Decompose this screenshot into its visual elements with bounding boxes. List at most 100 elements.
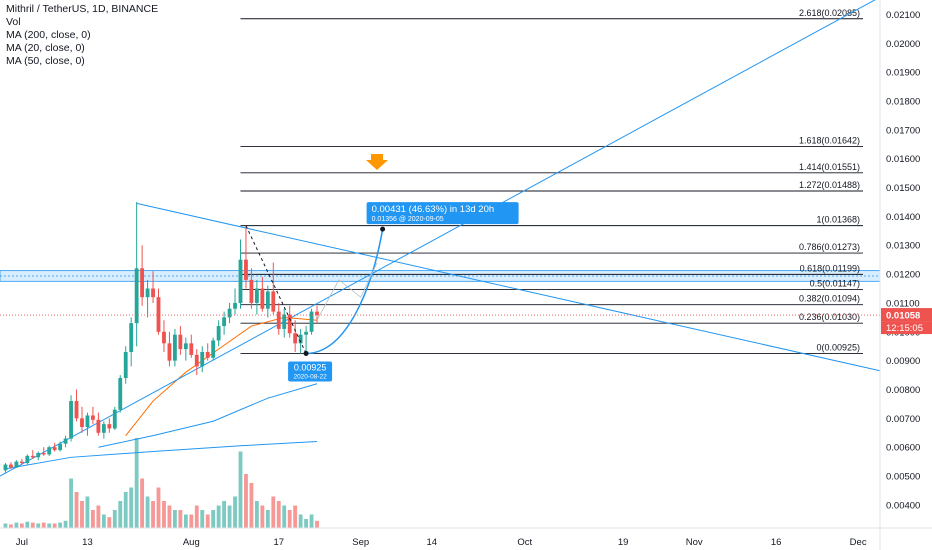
candlesticks — [3, 201, 319, 473]
fibonacci-levels[interactable]: 2.618(0.02085) 1.618(0.01642) 1.414(0.0155… — [240, 8, 863, 354]
candle-body — [183, 343, 188, 350]
fib-level-label: 0.236(0.01030) — [799, 312, 860, 322]
ma50-line — [98, 383, 318, 448]
candle-body — [260, 288, 265, 309]
candle-body — [194, 354, 199, 367]
volume-bars — [3, 438, 319, 528]
volume-bar — [14, 522, 19, 528]
volume-bar — [118, 501, 123, 528]
down-arrow-icon — [366, 154, 388, 170]
volume-bar — [167, 505, 172, 528]
volume-bar — [30, 522, 35, 528]
fib-level-label: 0.382(0.01094) — [799, 294, 860, 304]
time-tick-label: 16 — [771, 537, 782, 548]
time-tick-label: 19 — [618, 537, 629, 548]
candle-body — [91, 415, 95, 420]
candle-body — [118, 377, 123, 410]
candle-body — [9, 464, 13, 468]
candle-body — [167, 343, 172, 361]
candle-body — [52, 447, 57, 451]
candle-body — [36, 452, 41, 458]
volume-bar — [58, 522, 63, 528]
volume-bar — [85, 496, 90, 528]
target-callout-change: 0.00431 (46.63%) in 13d 20h — [372, 204, 495, 215]
low-callout — [288, 361, 333, 382]
ma200-line — [5, 440, 318, 470]
candle-body — [112, 409, 117, 429]
trendline — [136, 202, 881, 372]
volume-bar — [260, 505, 265, 528]
volume-bar — [254, 501, 259, 528]
candle-body — [238, 259, 243, 303]
chart-legend: Mithril / TetherUS, 1D, BINANCE Vol MA (… — [6, 3, 158, 68]
price-tick-label: 0.00900 — [886, 356, 920, 367]
low-callout-date: 2020-08-22 — [293, 373, 327, 380]
symbol-title: Mithril / TetherUS, 1D, BINANCE — [6, 3, 159, 15]
candle-body — [19, 461, 24, 464]
volume-bar — [183, 514, 188, 528]
time-tick-label: Aug — [183, 537, 200, 548]
volume-bar — [233, 496, 237, 528]
time-tick-label: 17 — [273, 537, 284, 548]
time-tick-label: Oct — [517, 537, 532, 548]
candle-body — [189, 343, 194, 355]
price-tick-label: 0.02000 — [886, 39, 920, 50]
candle-body — [293, 333, 298, 344]
price-tick-label: 0.01600 — [886, 154, 920, 165]
candle-body — [205, 352, 210, 358]
volume-bar — [298, 514, 303, 528]
volume-bar — [101, 514, 106, 528]
price-tick-label: 0.01500 — [886, 183, 920, 194]
candle-body — [145, 288, 150, 298]
volume-bar — [287, 510, 292, 528]
candle-body — [101, 424, 106, 433]
candle-body — [58, 443, 63, 451]
countdown-tag — [881, 321, 932, 335]
volume-bar — [238, 451, 243, 528]
candle-body — [178, 334, 183, 350]
candle-body — [304, 331, 308, 335]
indicator-ma50: MA (50, close, 0) — [6, 55, 85, 67]
volume-bar — [222, 501, 227, 528]
price-tick-label: 0.01200 — [886, 270, 920, 281]
candle-body — [287, 314, 292, 334]
price-tick-label: 0.00800 — [886, 385, 920, 396]
volume-bar — [3, 523, 8, 528]
target-callout-target: 0.01356 @ 2020-09-05 — [372, 216, 444, 223]
candle-body — [63, 438, 68, 444]
candle-body — [107, 424, 112, 429]
candle-body — [140, 268, 145, 298]
volume-bar — [96, 505, 101, 528]
volume-bar — [315, 520, 319, 528]
candle-body — [282, 314, 287, 329]
volume-bar — [36, 523, 41, 528]
indicator-vol: Vol — [6, 16, 21, 28]
candle-body — [134, 268, 139, 324]
candle-body — [271, 291, 276, 312]
price-tick-label: 0.01800 — [886, 96, 920, 107]
price-tick-label: 0.00700 — [886, 414, 920, 425]
volume-bar — [145, 496, 150, 528]
fib-level-label: 1.618(0.01642) — [799, 136, 860, 146]
volume-bar — [162, 501, 166, 528]
trendline — [0, 0, 876, 477]
volume-bar — [200, 510, 205, 528]
volume-bar — [172, 510, 177, 528]
candle-body — [74, 401, 79, 419]
volume-bar — [80, 501, 84, 528]
trendlines[interactable] — [0, 0, 881, 477]
candle-body — [69, 401, 73, 439]
indicator-ma20: MA (20, close, 0) — [6, 42, 85, 54]
candle-body — [315, 311, 319, 316]
volume-bar — [178, 510, 183, 528]
fib-level-label: 0.618(0.01199) — [800, 263, 860, 273]
volume-bar — [19, 523, 24, 528]
volume-bar — [47, 523, 52, 528]
candle-body — [151, 288, 155, 298]
countdown-value: 12:15:05 — [886, 323, 923, 334]
candle-body — [14, 461, 19, 468]
candle-body — [85, 415, 90, 428]
volume-bar — [52, 523, 57, 528]
